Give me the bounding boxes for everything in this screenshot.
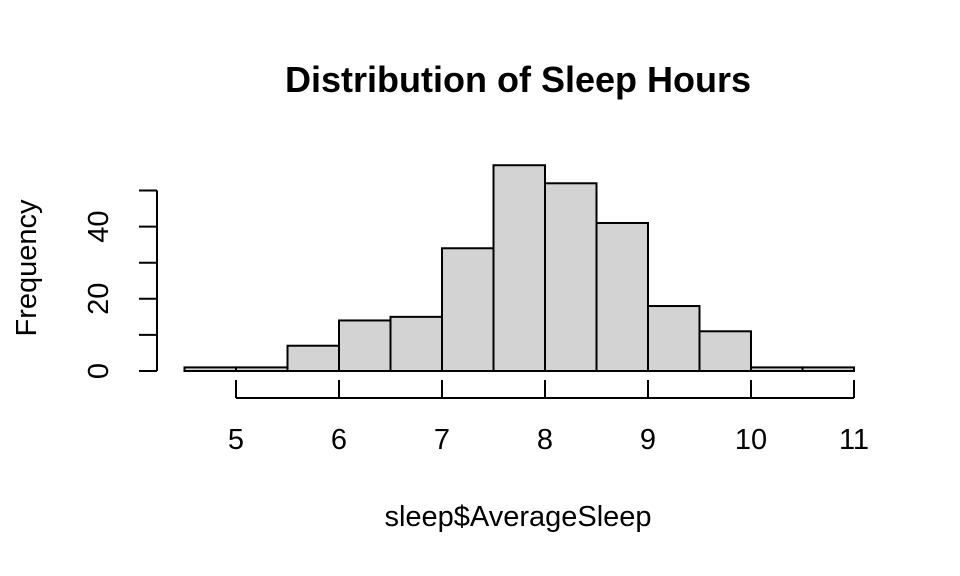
histogram-bar: [801, 366, 855, 373]
chart-title: Distribution of Sleep Hours: [285, 59, 751, 100]
x-tick-label: 5: [228, 424, 244, 456]
histogram-bar: [698, 330, 752, 373]
histogram-bar: [389, 315, 443, 373]
bars: [183, 164, 855, 373]
y-tick-label: 40: [83, 210, 115, 242]
x-tick-label: 6: [331, 424, 347, 456]
x-tick-label: 8: [537, 424, 553, 456]
histogram-bar: [338, 319, 392, 372]
y-axis: 0 20 40: [83, 189, 158, 379]
x-tick-label: 7: [434, 424, 450, 456]
histogram-bar: [544, 182, 598, 372]
histogram-bar: [492, 164, 546, 372]
x-tick-label: 10: [735, 424, 767, 456]
x-tick-label: 11: [839, 424, 869, 456]
x-axis-label: sleep$AverageSleep: [384, 501, 651, 533]
y-axis-label: Frequency: [11, 199, 43, 337]
histogram-bar: [183, 366, 237, 373]
y-tick-label: 0: [83, 363, 115, 379]
x-axis: 5 6 7 8 9 10 11: [228, 380, 869, 456]
x-tick-label: 9: [640, 424, 656, 456]
histogram-bar: [750, 366, 804, 373]
histogram-bar: [595, 221, 649, 372]
y-tick-label: 20: [83, 283, 115, 315]
histogram-bar: [647, 305, 701, 372]
histogram-bar: [441, 247, 495, 372]
histogram-bar: [286, 344, 340, 373]
histogram-bar: [235, 366, 289, 373]
